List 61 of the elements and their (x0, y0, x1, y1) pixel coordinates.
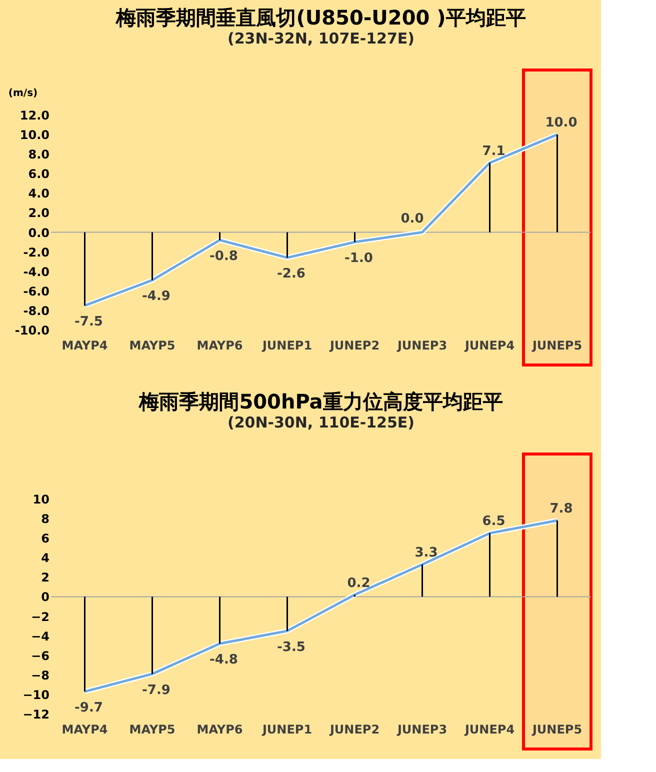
y-tick-label: −2 (31, 610, 50, 624)
x-tick-label: JUNEP1 (261, 722, 312, 736)
x-tick-label: MAYP5 (129, 338, 176, 352)
y-tick-label: 10.0 (20, 128, 50, 142)
data-label: -4.8 (210, 652, 238, 668)
y-tick-label: 8 (41, 512, 50, 526)
x-tick-label: JUNEP5 (531, 722, 582, 736)
x-tick-label: MAYP4 (62, 338, 108, 352)
y-tick-label: 0.0 (28, 226, 50, 240)
y-tick-label: −4 (31, 629, 50, 644)
y-tick-label: -8.0 (23, 304, 50, 318)
data-label: 3.3 (414, 545, 438, 560)
x-tick-label: MAYP5 (129, 722, 176, 736)
y-tick-label: -10.0 (14, 324, 50, 338)
y-tick-label: 8.0 (28, 148, 50, 162)
chart-title: 梅雨季期間500hPa重力位高度平均距平 (138, 390, 503, 414)
data-label: 7.1 (482, 144, 506, 159)
data-label: -1.0 (344, 251, 373, 266)
data-label: -2.6 (277, 266, 306, 282)
y-tick-label: −10 (22, 688, 50, 702)
data-label: 0.2 (347, 576, 370, 591)
x-tick-label: MAYP6 (196, 722, 243, 736)
data-label: 10.0 (545, 116, 578, 131)
data-label: 6.5 (482, 514, 506, 530)
data-label: 7.8 (550, 502, 573, 516)
chart-title: 梅雨季期間垂直風切(U850-U200 )平均距平 (115, 6, 526, 30)
x-tick-label: JUNEP5 (531, 338, 582, 352)
x-tick-label: MAYP6 (196, 338, 243, 352)
y-tick-label: 0 (41, 590, 50, 604)
x-tick-label: MAYP4 (62, 722, 108, 736)
y-tick-label: −8 (31, 668, 50, 682)
data-label: -7.5 (74, 314, 103, 330)
y-tick-label: -2.0 (23, 245, 50, 260)
y-tick-label: -6.0 (23, 284, 50, 298)
y-tick-label: 4.0 (28, 186, 50, 201)
x-tick-label: JUNEP1 (261, 338, 312, 352)
x-tick-label: JUNEP3 (396, 338, 448, 352)
y-tick-label: 10 (32, 492, 50, 506)
chart-subtitle: (20N-30N, 110E-125E) (227, 414, 415, 432)
data-label: 0.0 (400, 211, 424, 226)
x-tick-label: JUNEP4 (464, 722, 515, 736)
y-tick-label: 6 (41, 532, 50, 546)
chart-subtitle: (23N-32N, 107E-127E) (227, 30, 415, 48)
y-tick-label: −12 (22, 708, 50, 722)
data-label: -4.9 (142, 289, 170, 304)
data-label: -0.8 (210, 249, 238, 264)
y-tick-label: −6 (31, 648, 50, 663)
x-tick-label: JUNEP2 (328, 722, 380, 736)
data-label: -7.9 (142, 682, 170, 698)
x-tick-label: JUNEP4 (464, 338, 515, 352)
x-tick-label: JUNEP3 (396, 722, 448, 736)
y-tick-label: 12.0 (20, 108, 50, 122)
y-tick-label: 4 (41, 551, 50, 566)
data-label: -9.7 (74, 700, 103, 716)
y-axis-title: (m/s) (8, 88, 38, 99)
x-tick-label: JUNEP2 (328, 338, 380, 352)
y-tick-label: 6.0 (28, 167, 50, 182)
y-tick-label: 2 (41, 570, 50, 585)
y-tick-label: 2.0 (28, 206, 50, 220)
y-tick-label: -4.0 (23, 264, 50, 279)
data-label: -3.5 (277, 640, 306, 655)
